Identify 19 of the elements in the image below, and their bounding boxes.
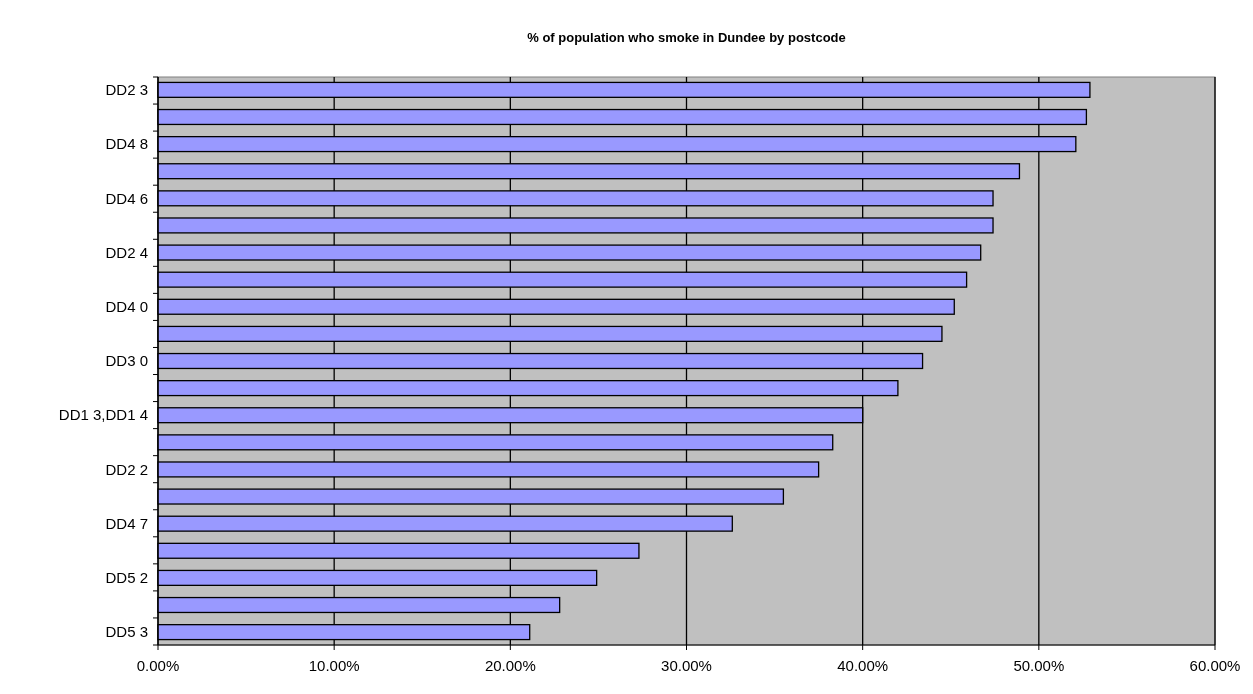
x-tick-label: 60.00% bbox=[1189, 657, 1241, 674]
y-tick-label: DD5 2 bbox=[105, 569, 148, 587]
y-tick-label: DD2 2 bbox=[105, 460, 148, 478]
x-tick-label: 50.00% bbox=[1013, 657, 1065, 674]
y-tick-label: DD2 4 bbox=[105, 243, 148, 261]
x-tick-label: 30.00% bbox=[661, 657, 712, 674]
y-tick-label: DD2 3 bbox=[105, 81, 148, 99]
x-tick-label: 10.00% bbox=[308, 657, 360, 674]
y-tick-label: DD4 8 bbox=[105, 135, 148, 153]
y-tick-label: DD4 0 bbox=[105, 298, 148, 316]
y-tick-label: DD4 7 bbox=[105, 514, 148, 532]
x-tick-label: 20.00% bbox=[484, 657, 536, 674]
x-tick-label: 0.00% bbox=[136, 657, 180, 674]
y-tick-label: DD5 3 bbox=[105, 623, 148, 641]
y-tick-label: DD1 3,DD1 4 bbox=[58, 406, 148, 424]
chart-title: % of population who smoke in Dundee by postcode bbox=[527, 30, 846, 45]
y-tick-label: DD4 6 bbox=[105, 189, 148, 207]
y-tick-label: DD3 0 bbox=[105, 352, 148, 370]
x-tick-label: 40.00% bbox=[837, 657, 889, 674]
